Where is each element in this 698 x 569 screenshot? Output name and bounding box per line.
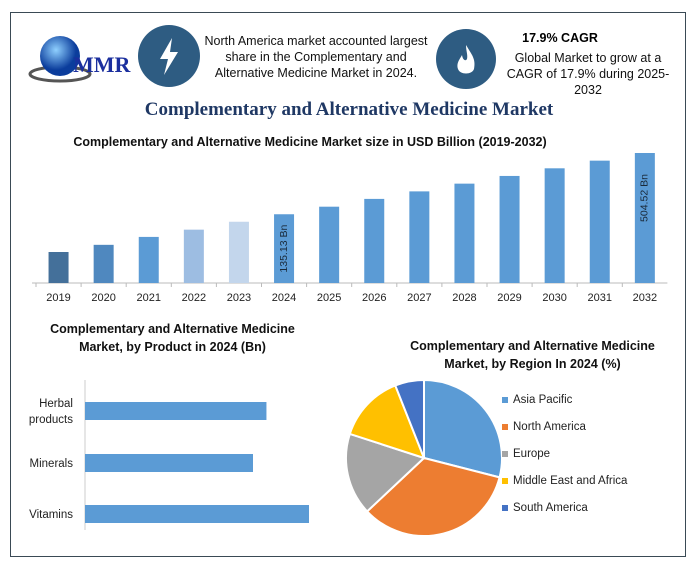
slice-europe <box>345 432 426 513</box>
slice-middle-east-and-africa <box>348 384 426 460</box>
bar-2023 <box>228 221 249 283</box>
bar-2031 <box>589 160 610 283</box>
main-title: Complementary and Alternative Medicine M… <box>144 99 554 120</box>
category-label: Minerals <box>30 458 74 470</box>
legend-item: South America <box>502 502 588 514</box>
lightning-badge <box>138 25 200 87</box>
x-tick-label: 2023 <box>227 292 251 304</box>
cagr-text: Global Market to grow at a CAGR of 17.9%… <box>506 51 670 97</box>
x-tick-label: 2031 <box>588 292 612 304</box>
x-tick-label: 2030 <box>542 292 566 304</box>
bar-2019 <box>48 252 69 283</box>
bar-2022 <box>183 229 204 283</box>
legend-swatch <box>502 504 508 511</box>
pie-chart-title: Complementary and Alternative Medicine M… <box>410 339 655 371</box>
x-tick-label: 2025 <box>317 292 341 304</box>
bar-2024 <box>274 214 295 283</box>
globe-logo-icon <box>28 36 92 83</box>
category-label: products <box>29 414 73 426</box>
legend-swatch <box>502 450 508 457</box>
flame-badge <box>436 29 496 89</box>
bar-minerals <box>85 454 253 472</box>
bar-2030 <box>544 168 565 283</box>
legend-label: Middle East and Africa <box>513 475 628 487</box>
bar-chart-title: Complementary and Alternative Medicine M… <box>73 135 547 149</box>
product-chart-title: Complementary and Alternative Medicine M… <box>50 322 295 354</box>
x-tick-label: 2021 <box>137 292 161 304</box>
legend-label: Asia Pacific <box>513 394 573 406</box>
x-tick-label: 2024 <box>272 292 296 304</box>
x-tick-label: 2029 <box>497 292 521 304</box>
legend-item: Asia Pacific <box>502 394 572 406</box>
category-label: Vitamins <box>29 509 73 521</box>
data-label-2032: 504.52 Bn <box>639 174 651 222</box>
legend-swatch <box>502 396 508 403</box>
slice-north-america <box>365 456 501 537</box>
legend-label: South America <box>513 502 588 514</box>
bar-2021 <box>138 236 159 283</box>
legend-item: North America <box>502 421 586 433</box>
cagr-title: 17.9% CAGR <box>522 31 598 45</box>
bar-herbal-products <box>85 402 267 420</box>
highlight-text: North America market accounted largest s… <box>204 34 428 80</box>
bar-2032 <box>634 153 655 283</box>
bar-vitamins <box>85 505 309 523</box>
product-bar-chart: Herbal products Minerals Vitamins <box>29 380 309 530</box>
x-tick-label: 2022 <box>182 292 206 304</box>
lightning-icon <box>160 38 178 75</box>
infographic-frame <box>10 12 686 557</box>
region-pie-chart <box>345 378 503 537</box>
bar-2029 <box>499 175 520 283</box>
slice-south-america <box>393 378 425 459</box>
bar-2027 <box>409 191 430 283</box>
mmr-logo: MMR <box>28 30 138 90</box>
legend-item: Middle East and Africa <box>502 475 627 487</box>
market-size-bar-chart: 2019 2020 2021 2022 2023 2024 135.13 Bn 2025 202… <box>32 153 668 304</box>
bar-2026 <box>364 198 385 283</box>
legend-swatch <box>502 423 508 430</box>
x-tick-label: 2028 <box>452 292 476 304</box>
legend-swatch <box>502 477 508 484</box>
x-tick-label: 2019 <box>46 292 70 304</box>
legend-item: Europe <box>502 448 550 460</box>
x-tick-label: 2032 <box>633 292 657 304</box>
x-tick-label: 2026 <box>362 292 386 304</box>
bar-2020 <box>93 244 114 283</box>
category-label: Herbal <box>39 398 73 410</box>
legend-label: Europe <box>513 448 551 460</box>
bar-2025 <box>319 206 340 283</box>
data-label-2024: 135.13 Bn <box>278 225 290 273</box>
slice-asia-pacific <box>423 378 503 479</box>
bar-2028 <box>454 183 475 283</box>
logo-text: MMR <box>73 52 131 77</box>
x-tick-label: 2027 <box>407 292 431 304</box>
legend-label: North America <box>513 421 586 433</box>
x-tick-label: 2020 <box>91 292 115 304</box>
flame-icon <box>457 45 475 74</box>
